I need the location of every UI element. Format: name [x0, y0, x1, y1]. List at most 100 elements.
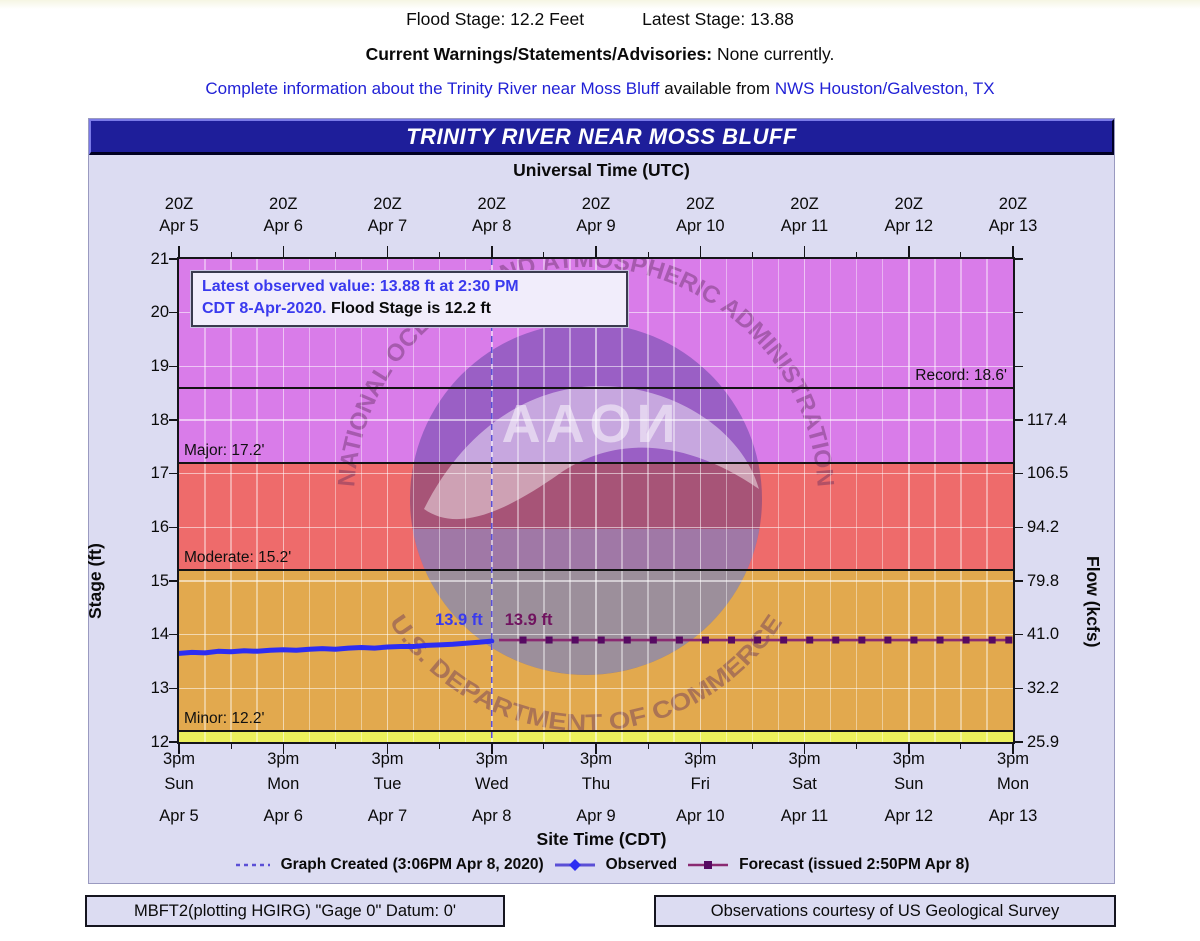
right-axis-tick [1013, 419, 1023, 421]
right-axis-tick [1013, 526, 1023, 529]
forecast-marker [675, 636, 683, 644]
gridline-vertical [282, 259, 284, 742]
flood-level-line-major [179, 461, 1013, 464]
top-axis-tick [803, 246, 806, 257]
top-axis-minor-tick [334, 252, 336, 257]
gridline-vertical [230, 259, 232, 742]
top-axis-utc-tick-label: 20Z [686, 195, 715, 213]
gridline-horizontal [179, 472, 1013, 475]
bottom-axis-tick [1012, 744, 1014, 754]
gridline-vertical [438, 259, 441, 742]
left-axis-title: Stage (ft) [85, 543, 105, 619]
right-axis-tick [1013, 472, 1023, 475]
bottom-axis-date-label: Apr 13 [988, 807, 1038, 825]
top-axis-utc-tick-label: 20Z [790, 195, 819, 213]
top-axis-utc-tick-label: 20Z [581, 195, 611, 213]
top-axis-date-label: Apr 9 [576, 217, 616, 235]
bottom-axis-time-label: 3pm [788, 750, 821, 768]
bottom-axis-tick [699, 744, 701, 754]
bottom-axis-tick [908, 744, 910, 754]
legend-forecast-label: Forecast (issued 2:50PM Apr 8) [739, 856, 970, 873]
gridline-vertical [960, 259, 962, 742]
observations-credit-box: Observations courtesy of US Geological S… [654, 895, 1116, 927]
left-axis-tick [169, 633, 179, 636]
gridline-vertical [777, 259, 780, 742]
stage-tick-label: 14 [150, 625, 169, 644]
bottom-axis-minor-tick [960, 744, 962, 749]
flow-tick-label: 32.2 [1027, 678, 1060, 697]
top-axis-utc-tick-label: 20Z [164, 195, 194, 213]
bottom-axis-date-label: Apr 8 [472, 807, 512, 825]
forecast-marker [780, 636, 788, 644]
bottom-axis-time-label: 3pm [475, 750, 508, 768]
forecast-marker [936, 636, 944, 644]
top-axis-minor-tick [960, 252, 962, 257]
flow-tick-label: 106.5 [1027, 464, 1069, 483]
bottom-axis-date-label: Apr 6 [263, 807, 303, 825]
flood-level-line-moderate [179, 569, 1013, 572]
top-axis-tick [178, 246, 180, 257]
bottom-axis-tick [595, 744, 597, 754]
top-axis-tick [1012, 246, 1014, 257]
stage-tick-label: 13 [150, 678, 169, 697]
info-middle-text: available from [664, 79, 771, 98]
gridline-horizontal [179, 687, 1013, 690]
gridline-vertical [412, 259, 415, 742]
chart-legend: Graph Created (3:06PM Apr 8, 2020) Obser… [89, 856, 1114, 874]
hydrograph-panel: TRINITY RIVER NEAR MOSS BLUFF Universal … [85, 118, 1115, 884]
top-axis-minor-tick [751, 252, 753, 257]
gridline-vertical [751, 259, 754, 742]
gridline-horizontal [179, 526, 1013, 529]
right-axis-tick [1013, 580, 1023, 582]
gridline-vertical [517, 259, 519, 742]
annotation-line1: Latest observed value: 13.88 ft at 2:30 … [202, 278, 519, 295]
bottom-axis-time-label: 3pm [579, 750, 613, 768]
nws-office-link[interactable]: NWS Houston/Galveston, TX [774, 79, 995, 98]
bottom-axis-date-label: Apr 12 [884, 807, 934, 825]
gridline-vertical [699, 259, 701, 742]
noaa-gull-icon [424, 385, 759, 520]
top-axis-minor-tick [543, 252, 545, 257]
flood-level-label-minor: Minor: 12.2' [184, 710, 265, 728]
gridline-vertical [491, 259, 493, 742]
top-axis-utc-tick-label: 20Z [894, 195, 923, 213]
bottom-axis-tick [282, 744, 284, 754]
bottom-axis-date-label: Apr 5 [159, 807, 199, 825]
gridline-vertical [621, 259, 623, 742]
gridline-vertical [725, 259, 728, 742]
left-axis-tick [169, 365, 179, 368]
top-axis-date-label: Apr 13 [988, 217, 1038, 235]
bottom-axis-time-label: 3pm [684, 750, 717, 768]
bottom-axis-time-label: 3pm [267, 750, 300, 768]
legend-graph-created-label: Graph Created (3:06PM Apr 8, 2020) [280, 856, 544, 873]
top-axis-utc-tick-label: 20Z [373, 195, 402, 213]
stage-tick-label: 19 [150, 356, 169, 375]
gridline-horizontal [179, 365, 1013, 368]
page-top-strip [0, 0, 1200, 9]
river-info-link[interactable]: Complete information about the Trinity R… [205, 79, 660, 98]
plot-area: 13.9 ft 13.9 ft NOAA NATIONAL OCEANIC AN… [177, 257, 1015, 744]
flow-tick-label: 79.8 [1027, 571, 1060, 590]
forecast-marker [597, 636, 605, 644]
warnings-value: None currently. [717, 44, 835, 64]
top-axis-tick [491, 246, 493, 257]
graph-created-swatch [235, 863, 270, 867]
forecast-swatch [688, 861, 729, 869]
bottom-axis-minor-tick [334, 744, 336, 749]
top-axis-utc-tick-label: 20Z [477, 195, 506, 213]
bottom-axis-day-label: Wed [474, 775, 509, 793]
bottom-axis-day-label: Sun [164, 775, 194, 793]
gridline-vertical [647, 259, 649, 742]
gridline-horizontal [179, 419, 1013, 421]
top-axis-date-label: Apr 12 [884, 217, 934, 235]
right-axis-tick [1013, 311, 1023, 314]
forecast-marker [858, 636, 866, 644]
bottom-axis-day-label: Sat [792, 775, 817, 793]
bottom-axis-minor-tick [439, 744, 441, 749]
gridline-horizontal [179, 580, 1013, 582]
top-axis-tick [908, 246, 910, 257]
forecast-marker [910, 636, 918, 644]
right-axis-tick [1013, 365, 1023, 368]
noaa-center-text: NOAA [497, 394, 676, 454]
bottom-axis-day-label: Mon [267, 775, 300, 793]
